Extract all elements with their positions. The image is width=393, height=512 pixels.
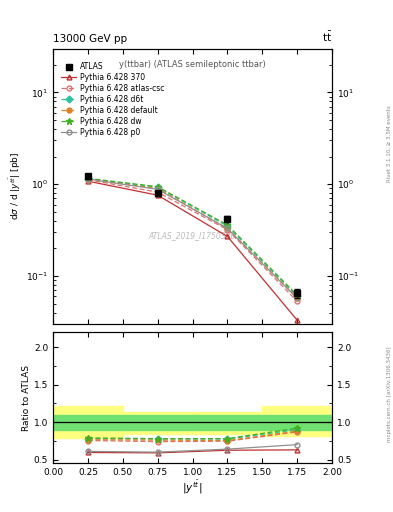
- Y-axis label: d$\sigma$ / d $|y^{t\bar{t}}|$ [pb]: d$\sigma$ / d $|y^{t\bar{t}}|$ [pb]: [7, 152, 23, 221]
- X-axis label: $|y^{t\bar{t}}|$: $|y^{t\bar{t}}|$: [182, 479, 203, 496]
- Text: t$\bar{\rm t}$: t$\bar{\rm t}$: [322, 29, 332, 44]
- Text: mcplots.cern.ch [arXiv:1306.3436]: mcplots.cern.ch [arXiv:1306.3436]: [387, 347, 392, 442]
- Y-axis label: Ratio to ATLAS: Ratio to ATLAS: [22, 365, 31, 431]
- Text: ATLAS_2019_I1750330: ATLAS_2019_I1750330: [149, 231, 236, 241]
- Text: Rivet 3.1.10, ≥ 3.5M events: Rivet 3.1.10, ≥ 3.5M events: [387, 105, 392, 182]
- Text: y(ttbar) (ATLAS semileptonic ttbar): y(ttbar) (ATLAS semileptonic ttbar): [119, 60, 266, 69]
- Legend: ATLAS, Pythia 6.428 370, Pythia 6.428 atlas-csc, Pythia 6.428 d6t, Pythia 6.428 : ATLAS, Pythia 6.428 370, Pythia 6.428 at…: [60, 61, 165, 138]
- Text: 13000 GeV pp: 13000 GeV pp: [53, 33, 127, 44]
